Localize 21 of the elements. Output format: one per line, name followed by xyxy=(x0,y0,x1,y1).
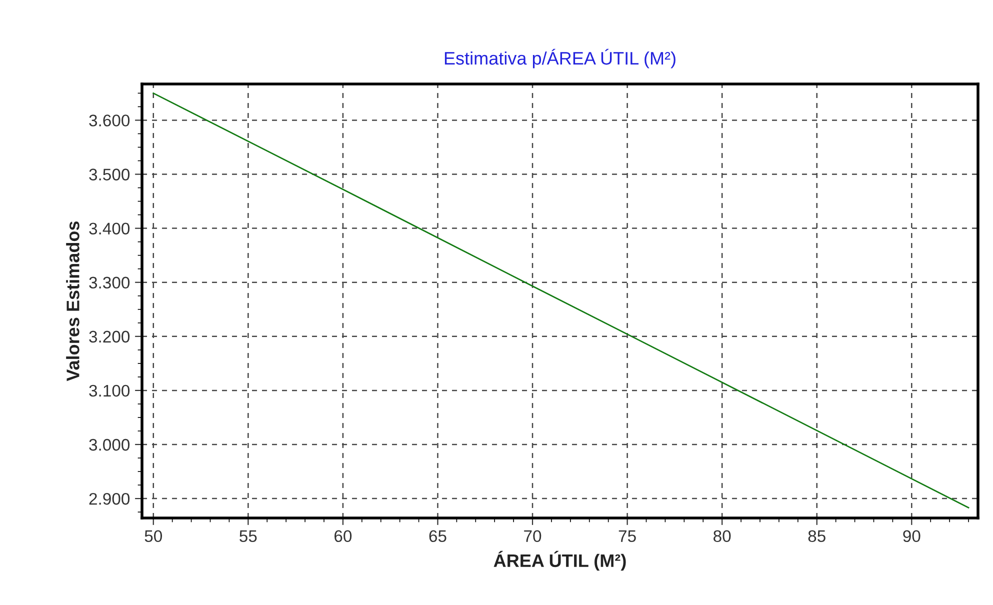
y-tick-label: 3.600 xyxy=(89,114,130,126)
y-tick-label: 3.200 xyxy=(89,330,130,343)
y-tick-label: 3.100 xyxy=(89,384,130,397)
x-tick-label: 55 xyxy=(240,530,257,542)
chart-title: Estimativa p/ÁREA ÚTIL (M²) xyxy=(444,48,676,68)
line-series xyxy=(152,92,970,508)
x-tick-label: 85 xyxy=(808,530,826,542)
x-tick-label: 50 xyxy=(144,530,162,542)
x-tick-label: 80 xyxy=(714,530,731,542)
x-tick-label: 70 xyxy=(524,530,542,542)
x-tick-label: 90 xyxy=(903,530,920,542)
y-tick-label: 3.300 xyxy=(89,276,130,289)
y-axis-title: Valores Estimados xyxy=(66,221,80,382)
y-tick-label: 3.000 xyxy=(89,438,130,451)
x-axis-title: ÁREA ÚTIL (M²) xyxy=(494,550,626,571)
x-tick-label: 75 xyxy=(618,530,636,542)
y-tick-label: 2.900 xyxy=(89,492,130,505)
x-tick-label: 60 xyxy=(334,530,352,542)
x-tick-label: 65 xyxy=(429,530,446,542)
y-tick-label: 3.400 xyxy=(89,222,130,235)
y-tick-label: 3.500 xyxy=(89,168,130,180)
